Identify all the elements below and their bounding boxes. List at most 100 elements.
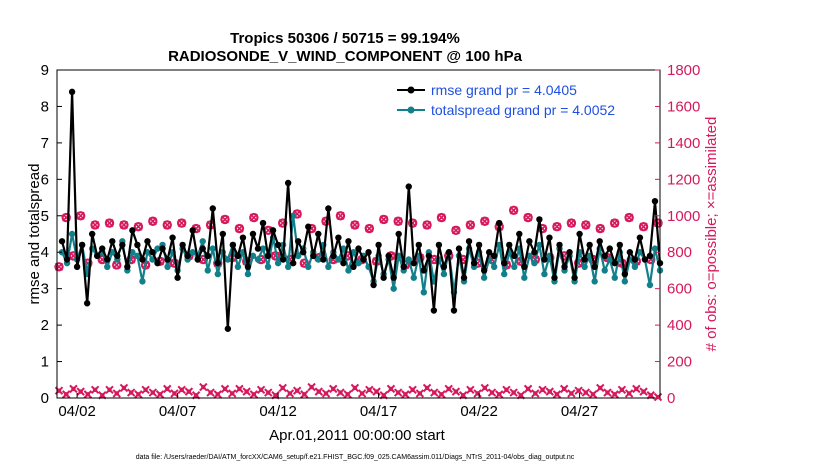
rmse-point — [88, 230, 96, 238]
totalspread-point — [405, 256, 412, 263]
rmse-point — [340, 259, 347, 267]
totalspread-point — [531, 259, 538, 267]
totalspread-point — [274, 259, 282, 267]
rmse-point — [78, 241, 86, 249]
rmse-point — [450, 307, 458, 314]
y-left-tick-label: 0 — [41, 390, 49, 407]
rmse-point — [274, 241, 282, 249]
rmse-point — [440, 263, 448, 270]
obs-assimilated-marker — [206, 388, 215, 397]
rmse-point — [189, 227, 196, 234]
rmse-point — [169, 234, 176, 241]
obs-possible-marker — [335, 211, 346, 221]
obs-assimilated-marker — [213, 390, 222, 399]
obs-possible-marker — [75, 211, 86, 221]
obs-assimilated-marker — [596, 383, 605, 393]
obs-assimilated-marker — [574, 386, 583, 395]
plot-frame — [56, 69, 661, 399]
x-tick-label: 04/02 — [58, 403, 96, 420]
totalspread-point — [511, 263, 518, 270]
obs-assimilated-marker — [401, 390, 410, 399]
rmse-point — [601, 252, 608, 260]
rmse-point — [536, 216, 543, 223]
x-tick-label: 04/12 — [259, 403, 297, 420]
totalspread-point — [581, 263, 588, 270]
y-left-tick-label: 1 — [41, 354, 49, 371]
totalspread-point — [209, 245, 216, 252]
obs-assimilated-marker — [69, 384, 78, 394]
rmse-point — [204, 252, 211, 260]
obs-possible-marker — [609, 218, 620, 228]
totalspread-point — [621, 278, 629, 285]
rmse-point — [284, 179, 292, 187]
obs-possible-marker — [133, 222, 144, 232]
totalspread-point — [480, 274, 488, 281]
totalspread-point — [355, 259, 362, 267]
obs-assimilated-marker — [126, 388, 136, 397]
rmse-point — [390, 274, 397, 281]
y-left-tick-label: 2 — [41, 317, 49, 334]
totalspread-point — [199, 238, 206, 245]
totalspread-point — [104, 263, 111, 270]
obs-assimilated-marker — [559, 384, 569, 394]
rmse-point — [264, 252, 272, 260]
rmse-point — [485, 249, 493, 256]
rmse-point — [124, 263, 131, 270]
obs-possible-marker — [119, 220, 129, 230]
rmse-point — [199, 245, 206, 252]
x-axis-label: Apr.01,2011 00:00:00 start — [269, 427, 446, 444]
rmse-point — [325, 205, 332, 212]
obs-assimilated-marker — [76, 387, 85, 396]
obs-possible-marker — [595, 223, 605, 234]
rmse-point — [164, 256, 171, 263]
obs-assimilated-marker — [430, 388, 439, 397]
obs-possible-marker — [638, 222, 649, 232]
rmse-point — [651, 198, 659, 205]
rmse-point — [355, 245, 362, 252]
rmse-point — [511, 252, 518, 260]
x-tick-label: 04/22 — [460, 403, 498, 420]
obs-assimilated-marker — [249, 390, 259, 399]
rmse-point — [119, 241, 126, 249]
rmse-point — [591, 263, 598, 270]
obs-assimilated-marker — [227, 389, 237, 398]
obs-assimilated-marker — [264, 388, 273, 397]
rmse-point — [63, 256, 71, 263]
x-tick-label: 04/07 — [159, 403, 197, 420]
y-right-tick-label: 400 — [667, 317, 692, 334]
rmse-point — [94, 252, 101, 260]
obs-assimilated-marker — [502, 385, 511, 395]
rmse-point — [380, 274, 387, 281]
obs-assimilated-marker — [545, 387, 554, 396]
totalspread-point — [254, 256, 262, 263]
obs-assimilated-marker — [155, 390, 165, 399]
y-right-tick-label: 200 — [667, 354, 692, 371]
totalspread-point — [651, 245, 659, 252]
y-left-tick-label: 4 — [41, 244, 49, 261]
totalspread-point — [129, 249, 136, 256]
rmse-point — [430, 307, 438, 314]
rmse-point — [415, 241, 422, 249]
obs-assimilated-marker — [588, 390, 598, 399]
obs-assimilated-marker — [62, 390, 71, 399]
obs-assimilated-marker — [177, 385, 186, 395]
y-right-tick-label: 800 — [667, 244, 692, 261]
rmse-point — [445, 249, 453, 256]
obs-possible-marker — [234, 223, 245, 234]
totalspread-point — [646, 281, 654, 289]
rmse-point — [330, 252, 337, 260]
rmse-point — [581, 256, 588, 263]
legend-rmse-marker — [407, 86, 415, 94]
rmse-point — [139, 256, 146, 263]
x-tick-label: 04/17 — [360, 403, 398, 420]
rmse-point — [179, 241, 186, 249]
rmse-point — [521, 263, 528, 270]
totalspread-point — [345, 267, 352, 274]
obs-assimilated-marker — [314, 387, 324, 396]
rmse-point — [58, 238, 66, 245]
rmse-point — [239, 234, 247, 241]
rmse-point — [480, 267, 488, 274]
obs-assimilated-marker — [350, 383, 360, 393]
obs-assimilated-marker — [199, 382, 208, 392]
obs-assimilated-marker — [466, 385, 475, 395]
